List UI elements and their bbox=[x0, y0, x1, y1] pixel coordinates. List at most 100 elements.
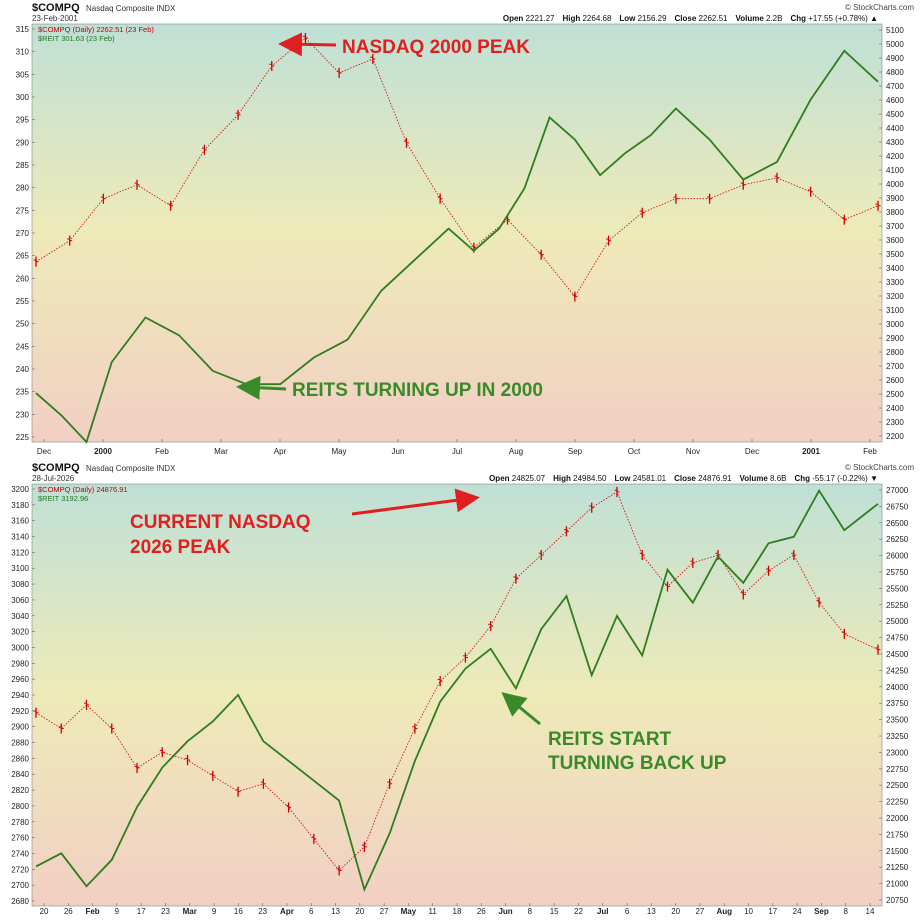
left-tick-label: 2980 bbox=[11, 659, 29, 668]
legend-secondary: $REIT 3192.96 bbox=[38, 494, 89, 503]
x-tick-label: May bbox=[401, 907, 417, 916]
left-tick-label: 230 bbox=[16, 410, 30, 419]
x-tick-label: 9 bbox=[212, 907, 217, 916]
legend-secondary: $REIT 301.63 (23 Feb) bbox=[38, 34, 115, 43]
right-tick-label: 4000 bbox=[886, 180, 904, 189]
right-tick-label: 3000 bbox=[886, 320, 904, 329]
annotation-arrow bbox=[501, 692, 541, 726]
chart-panel-2000: $COMPQ Nasdaq Composite INDX 23-Feb-2001… bbox=[16, 2, 914, 456]
quote-label: Low bbox=[619, 14, 638, 23]
right-tick-label: 3800 bbox=[886, 208, 904, 217]
left-tick-label: 3160 bbox=[11, 517, 29, 526]
x-tick-label: Aug bbox=[509, 447, 523, 456]
right-tick-label: 4500 bbox=[886, 110, 904, 119]
x-axis: 20 26 Feb 9 17 23 Mar 9 16 23 Apr 6 13 20 27 May 11 18 26 J… bbox=[40, 903, 875, 916]
right-tick-label: 4400 bbox=[886, 124, 904, 133]
symbol-label: $COMPQ bbox=[32, 462, 80, 474]
x-tick-label: Jun bbox=[392, 447, 405, 456]
x-tick-label: 6 bbox=[309, 907, 314, 916]
left-tick-label: 280 bbox=[16, 184, 30, 193]
x-tick-label: 11 bbox=[429, 907, 438, 916]
x-tick-label: Feb bbox=[155, 447, 169, 456]
left-tick-label: 255 bbox=[16, 297, 30, 306]
x-tick-label: 24 bbox=[793, 907, 802, 916]
compq-ohlc-bar bbox=[336, 865, 342, 876]
annotation-text: REITS TURNING UP IN 2000 bbox=[292, 380, 543, 401]
right-tick-label: 3500 bbox=[886, 250, 904, 259]
x-tick-label: Sep bbox=[568, 447, 583, 456]
quote-label: Low bbox=[614, 474, 633, 483]
left-tick-label: 2780 bbox=[11, 818, 29, 827]
x-axis: Dec 2000 Feb Mar Apr May Jun Jul Aug Sep Oct Nov Dec… bbox=[37, 439, 877, 456]
compq-ohlc-bar bbox=[302, 32, 308, 43]
left-tick-label: 295 bbox=[16, 116, 30, 125]
plot-area bbox=[31, 23, 883, 443]
right-tick-label: 2800 bbox=[886, 348, 904, 357]
right-tick-label: 20750 bbox=[886, 896, 909, 905]
annotation-arrow bbox=[351, 488, 480, 516]
chart-date: 23-Feb-2001 bbox=[32, 14, 78, 23]
right-axis: 5100 5000 4900 4800 4700 4600 4500 4400 4300 4200… bbox=[879, 26, 904, 441]
right-tick-label: 4100 bbox=[886, 166, 904, 175]
quote-value: 24984.50 bbox=[573, 474, 607, 483]
left-tick-label: 270 bbox=[16, 229, 30, 238]
left-tick-label: 2840 bbox=[11, 770, 29, 779]
legend-primary: $COMPQ (Daily) 24876.91 bbox=[38, 485, 128, 494]
right-tick-label: 3200 bbox=[886, 292, 904, 301]
quote-label: Chg bbox=[794, 474, 813, 483]
right-tick-label: 2200 bbox=[886, 432, 904, 441]
chart-svg-2026: 3200 3180 3160 3140 3120 3100 3080 3060 3040 3020… bbox=[11, 483, 909, 916]
right-tick-label: 4300 bbox=[886, 138, 904, 147]
right-tick-label: 4700 bbox=[886, 82, 904, 91]
left-axis: 3200 3180 3160 3140 3120 3100 3080 3060 3040 3020… bbox=[11, 485, 35, 906]
compq-ohlc-bar bbox=[159, 747, 165, 758]
right-tick-label: 21500 bbox=[886, 847, 909, 856]
left-tick-label: 240 bbox=[16, 365, 30, 374]
legend-primary: $COMPQ (Daily) 2262.51 (23 Feb) bbox=[38, 25, 154, 34]
right-tick-label: 4600 bbox=[886, 96, 904, 105]
legend: $COMPQ (Daily) 2262.51 (23 Feb) $REIT 30… bbox=[38, 25, 154, 43]
quote-value: 2.2B bbox=[766, 14, 783, 23]
left-tick-label: 3120 bbox=[11, 548, 29, 557]
right-tick-label: 5000 bbox=[886, 40, 904, 49]
quote-label: High bbox=[562, 14, 583, 23]
annotation-text: 2026 PEAK bbox=[130, 537, 231, 558]
right-tick-label: 23000 bbox=[886, 748, 909, 757]
compq-ohlc-bar bbox=[286, 802, 292, 813]
x-tick-label: Sep bbox=[814, 907, 829, 916]
x-tick-label: 26 bbox=[64, 907, 73, 916]
right-axis: 27000 26750 26500 26250 26000 25750 25500 25250… bbox=[879, 486, 909, 905]
annotation-nasdaq-2026-peak: CURRENT NASDAQ 2026 PEAK bbox=[130, 488, 480, 558]
right-tick-label: 4900 bbox=[886, 54, 904, 63]
compq-ohlc-bar bbox=[715, 549, 721, 561]
left-tick-label: 2760 bbox=[11, 834, 29, 843]
annotation-text: NASDAQ 2000 PEAK bbox=[342, 37, 530, 58]
right-tick-label: 2700 bbox=[886, 362, 904, 371]
annotation-reits-2000: REITS TURNING UP IN 2000 bbox=[236, 375, 543, 401]
x-tick-label: 20 bbox=[355, 907, 364, 916]
quote-label: Volume bbox=[735, 14, 766, 23]
left-tick-label: 265 bbox=[16, 252, 30, 261]
compq-ohlc-bar bbox=[134, 762, 140, 774]
right-tick-label: 5100 bbox=[886, 26, 904, 35]
left-axis: 315 310 305 300 295 290 285 280 275 270 265 260 255 2… bbox=[16, 25, 35, 442]
x-tick-label: Aug bbox=[716, 907, 732, 916]
legend: $COMPQ (Daily) 24876.91 $REIT 3192.96 bbox=[38, 485, 128, 503]
right-tick-label: 24250 bbox=[886, 666, 909, 675]
left-tick-label: 275 bbox=[16, 206, 30, 215]
x-tick-label: 8 bbox=[528, 907, 533, 916]
x-tick-label: 17 bbox=[768, 907, 777, 916]
left-tick-label: 3180 bbox=[11, 501, 29, 510]
left-tick-label: 250 bbox=[16, 320, 30, 329]
right-tick-label: 27000 bbox=[886, 486, 909, 495]
right-tick-label: 3700 bbox=[886, 222, 904, 231]
x-tick-label: 16 bbox=[234, 907, 243, 916]
chart-date: 28-Jul-2026 bbox=[32, 474, 75, 483]
left-tick-label: 260 bbox=[16, 274, 30, 283]
right-tick-label: 3400 bbox=[886, 264, 904, 273]
x-tick-label: Apr bbox=[274, 447, 287, 456]
x-tick-label: 13 bbox=[331, 907, 340, 916]
left-tick-label: 2820 bbox=[11, 786, 29, 795]
right-tick-label: 4800 bbox=[886, 68, 904, 77]
x-tick-label: Mar bbox=[183, 907, 197, 916]
